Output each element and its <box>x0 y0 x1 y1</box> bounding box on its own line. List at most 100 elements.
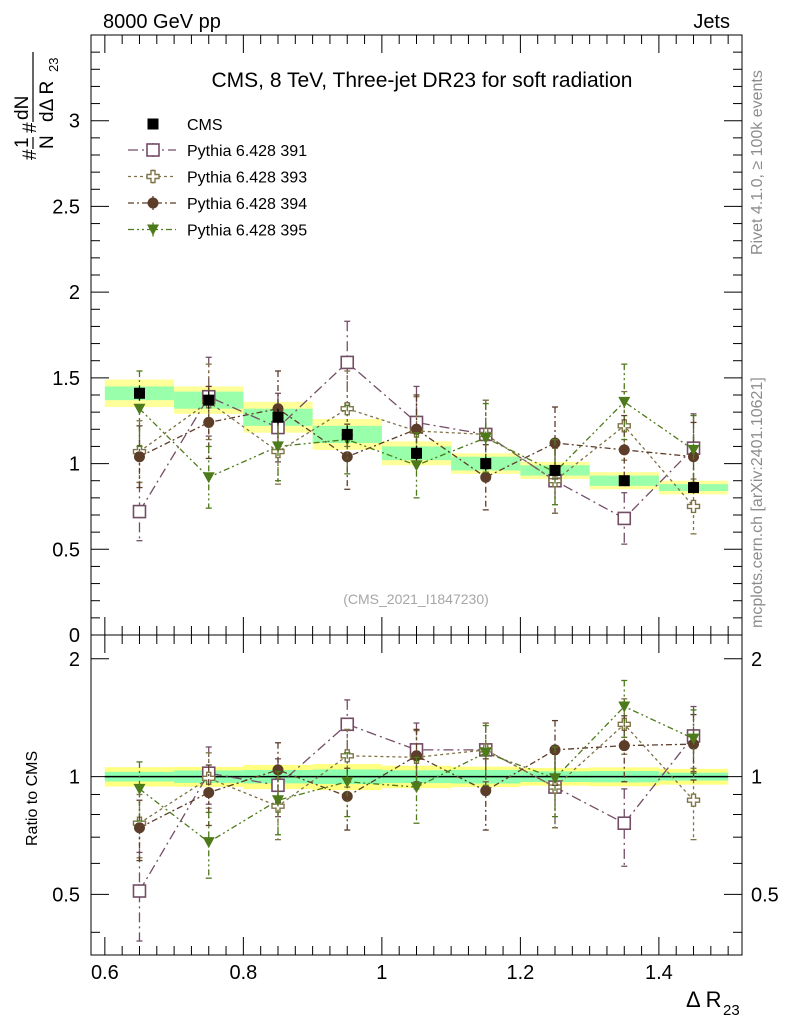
y-tick-label: 0.5 <box>52 539 80 561</box>
mc-point <box>133 451 145 463</box>
legend-label: Pythia 6.428 393 <box>187 170 307 187</box>
mc-ratio-point <box>272 764 284 776</box>
analysis-id-label: (CMS_2021_I1847230) <box>343 591 489 607</box>
mc-ratio-point <box>618 701 631 713</box>
legend-marker-cms <box>147 118 159 130</box>
cms-data-point <box>549 464 561 476</box>
ratio-y-axis-label: Ratio to CMS <box>24 751 41 846</box>
cms-data-point <box>688 482 700 494</box>
mc-point <box>132 504 147 519</box>
cms-data-point <box>203 394 215 406</box>
legend-label-cms: CMS <box>187 117 223 134</box>
ratio-axis-ticks: 0.6 0.8 1 1.2 1.4 0.5 0.5 1 1 2 2 <box>52 635 779 984</box>
main-series-group <box>132 320 701 545</box>
legend-label: Pythia 6.428 394 <box>187 196 307 213</box>
mcplots-label: mcplots.cern.ch [arXiv:2401.10621] <box>749 377 766 628</box>
cms-data-point <box>618 475 630 487</box>
mc-ratio-point <box>202 771 216 785</box>
chart-title: CMS, 8 TeV, Three-jet DR23 for soft radi… <box>212 69 633 92</box>
y-tick-label: 1 <box>69 454 80 476</box>
svg-text:dN: dN <box>12 96 33 120</box>
mc-point <box>686 499 701 514</box>
svg-text:23: 23 <box>723 1002 740 1019</box>
svg-text:23: 23 <box>46 58 61 72</box>
cms-data-point <box>411 447 422 459</box>
mc-ratio-point <box>132 884 147 898</box>
ratio-y-tick-label: 2 <box>69 649 80 671</box>
header-energy-label: 8000 GeV pp <box>103 11 221 33</box>
mc-point <box>203 416 215 428</box>
x-tick-label: 1 <box>376 962 387 984</box>
mc-point <box>202 472 215 484</box>
mc-point <box>340 355 355 370</box>
mc-ratio-point <box>341 776 354 788</box>
y-tick-label: 2.5 <box>52 196 80 218</box>
ratio-y-tick-label-right: 0.5 <box>751 884 779 906</box>
main-axis-ticks: 0 0.5 1 1.5 2 2.5 3 <box>52 34 742 647</box>
mc-ratio-point <box>618 740 630 752</box>
ratio-y-tick-label: 0.5 <box>52 884 80 906</box>
mc-ratio-point <box>549 773 562 785</box>
x-tick-label: 1.2 <box>506 962 534 984</box>
mc-point <box>480 471 492 483</box>
mc-ratio-line <box>138 723 695 892</box>
ratio-panel: 0.6 0.8 1 1.2 1.4 0.5 0.5 1 1 2 2 <box>52 634 779 984</box>
svg-text:1: 1 <box>12 137 33 148</box>
mc-ratio-point <box>340 717 355 732</box>
ratio-y-tick-label-right: 1 <box>751 767 762 789</box>
mc-ratio-point <box>479 747 492 759</box>
svg-text:#: # <box>20 149 41 160</box>
mc-ratio-point <box>617 816 632 831</box>
legend-marker <box>146 169 160 184</box>
legend-label: Pythia 6.428 391 <box>187 143 307 160</box>
x-axis-label: Δ R 23 <box>686 987 740 1019</box>
mc-ratio-point <box>133 822 145 834</box>
mc-line <box>139 401 694 479</box>
mc-point <box>687 444 700 456</box>
svg-text:N: N <box>37 135 58 149</box>
svg-text:#: # <box>20 122 41 133</box>
rivet-version-label: Rivet 4.1.0, ≥ 100k events <box>749 70 766 255</box>
mc-ratio-point <box>480 785 492 797</box>
mc-ratio-series <box>132 699 701 942</box>
mc-ratio-point <box>410 782 423 794</box>
cms-data-point <box>480 458 492 470</box>
svg-text:Δ R: Δ R <box>686 987 721 1012</box>
mc-ratio-point <box>411 750 422 762</box>
x-tick-label: 1.4 <box>645 962 673 984</box>
y-tick-label: 2 <box>69 282 80 304</box>
mc-point <box>411 423 422 435</box>
mc-ratio-point <box>686 793 701 807</box>
mc-point <box>271 441 284 453</box>
mc-line <box>139 408 694 479</box>
legend: CMS Pythia 6.428 391 Pythia 6.428 393 Pythi… <box>128 117 307 240</box>
mc-point <box>479 432 492 444</box>
header-process-label: Jets <box>693 11 730 33</box>
cms-data-point <box>341 428 353 440</box>
mc-point <box>617 511 632 526</box>
mc-ratio-series <box>133 679 700 879</box>
svg-text:dΔ R: dΔ R <box>37 81 58 122</box>
mc-point <box>410 460 423 472</box>
mc-point <box>133 403 146 415</box>
y-tick-label: 1.5 <box>52 368 80 390</box>
y-axis-label: # 1 N # dN dΔ R 23 <box>12 52 61 160</box>
x-tick-label: 0.6 <box>91 962 119 984</box>
ratio-y-tick-label: 1 <box>69 767 80 789</box>
y-tick-label: 3 <box>69 111 80 133</box>
mc-line <box>138 361 694 520</box>
mc-point <box>618 396 631 408</box>
legend-marker <box>147 224 159 236</box>
legend-label: Pythia 6.428 395 <box>187 223 307 240</box>
ratio-series-group <box>132 679 701 942</box>
mc-ratio-point <box>133 783 146 795</box>
main-panel: 0 0.5 1 1.5 2 2.5 3 CMS, 8 TeV, Three-jet DR23… <box>52 34 743 647</box>
ratio-plot-frame <box>90 634 743 956</box>
mc-ratio-point <box>202 837 215 849</box>
x-tick-label: 0.8 <box>229 962 257 984</box>
cms-data-point <box>133 387 145 399</box>
mc-point <box>341 451 353 463</box>
mc-ratio-point <box>271 795 284 807</box>
mc-point <box>618 444 630 456</box>
